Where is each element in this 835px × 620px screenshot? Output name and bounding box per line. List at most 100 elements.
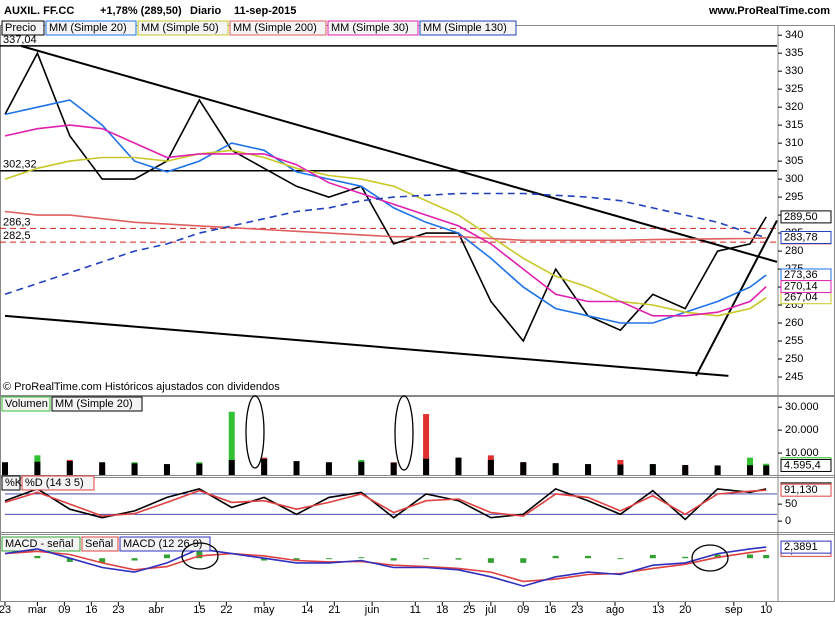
legend-label: Volumen <box>5 398 48 410</box>
bar <box>228 411 235 476</box>
y-tick-label: 325 <box>785 83 803 95</box>
legend-label: Señal <box>85 538 113 550</box>
x-tick-label: 23 <box>112 604 124 616</box>
bar <box>552 555 559 559</box>
legend-box <box>1 20 45 36</box>
bar <box>763 465 770 476</box>
bar <box>131 463 138 476</box>
value-label-box <box>780 280 832 294</box>
legend-label: MM (Simple 200) <box>233 22 317 34</box>
bar <box>358 461 365 476</box>
legend-box <box>327 20 419 36</box>
x-tick-label: may <box>254 604 275 616</box>
legend-label: MM (Simple 30) <box>331 22 409 34</box>
bar <box>293 558 300 561</box>
y-tick-label: 20.000 <box>785 424 819 436</box>
series-line <box>4 149 767 317</box>
legend-label: MM (Simple 20) <box>55 398 133 410</box>
bar <box>261 458 268 476</box>
ticker: AUXIL. FF.CC <box>4 5 74 17</box>
bar <box>423 414 430 476</box>
y-tick-label: 255 <box>785 335 803 347</box>
y-tick-label: 260 <box>785 317 803 329</box>
legend-label: MACD - señal <box>5 538 73 550</box>
change: +1,78% (289,50) <box>100 5 182 17</box>
bar <box>163 554 170 559</box>
bar <box>649 464 656 476</box>
trendline <box>695 220 778 377</box>
x-tick-label: 09 <box>517 604 529 616</box>
bar <box>682 464 689 476</box>
bar <box>487 459 494 476</box>
value-label-box <box>780 458 832 472</box>
legend-box <box>45 20 137 36</box>
y-tick-label: 295 <box>785 191 803 203</box>
bar <box>423 558 430 560</box>
bar <box>617 558 624 560</box>
y-tick-label: 320 <box>785 101 803 113</box>
ellipse <box>245 395 265 469</box>
level-label: 302,32 <box>3 159 37 171</box>
bar <box>293 461 300 476</box>
ellipse <box>691 544 729 572</box>
bar <box>261 558 268 561</box>
x-tick-label: abr <box>148 604 164 616</box>
value-label-box <box>780 210 832 224</box>
x-tick-label: mar <box>28 604 47 616</box>
bar <box>390 558 397 561</box>
bar <box>34 555 41 559</box>
bar <box>66 558 73 562</box>
period: Diario <box>190 5 221 17</box>
legend-box <box>137 20 229 36</box>
series-line <box>4 549 767 583</box>
bar <box>455 558 462 560</box>
bar <box>520 462 527 476</box>
x-tick-label: 09 <box>58 604 70 616</box>
bar <box>163 464 170 476</box>
bar <box>423 458 430 476</box>
level-label: 286,3 <box>3 216 31 228</box>
value-label-box <box>780 540 832 554</box>
x-tick-label: 15 <box>193 604 205 616</box>
x-tick-label: 11 <box>410 604 421 616</box>
bar <box>649 554 656 559</box>
y-tick-label: 50 <box>785 498 797 510</box>
series-line <box>4 489 767 517</box>
value-label: 273,36 <box>784 269 818 281</box>
level-label: 282,5 <box>3 230 31 242</box>
bar <box>682 556 689 559</box>
x-tick-label: jun <box>364 604 380 616</box>
date: 11-sep-2015 <box>234 5 296 17</box>
note: © ProRealTime.com Históricos ajustados c… <box>3 381 280 393</box>
bar <box>487 558 494 563</box>
y-tick-label: 245 <box>785 371 803 383</box>
legend-box <box>81 536 119 552</box>
series-line <box>4 124 767 317</box>
y-tick-label: 280 <box>785 245 803 257</box>
bar <box>455 457 462 476</box>
bar <box>747 465 754 476</box>
y-tick-label: 310 <box>785 137 803 149</box>
series-line <box>4 210 767 242</box>
legend-box <box>1 396 51 412</box>
bar <box>585 555 592 559</box>
legend-label: Precio <box>5 22 36 34</box>
x-tick-label: sep <box>725 604 743 616</box>
series-line <box>4 487 767 521</box>
legend-box <box>119 536 211 552</box>
legend-label: MACD (12 26 9) <box>123 538 202 550</box>
y-tick-label: 340 <box>785 29 803 41</box>
series-line <box>4 51 767 343</box>
y-tick-label: 10.000 <box>785 447 819 459</box>
bar <box>714 554 721 559</box>
trendline <box>20 45 778 263</box>
bar <box>228 459 235 476</box>
bar <box>520 558 527 563</box>
legend-box <box>1 475 21 491</box>
bar <box>196 463 203 476</box>
bar <box>617 464 624 476</box>
y-tick-label: 250 <box>785 353 803 365</box>
value-label: 270,14 <box>784 280 818 292</box>
